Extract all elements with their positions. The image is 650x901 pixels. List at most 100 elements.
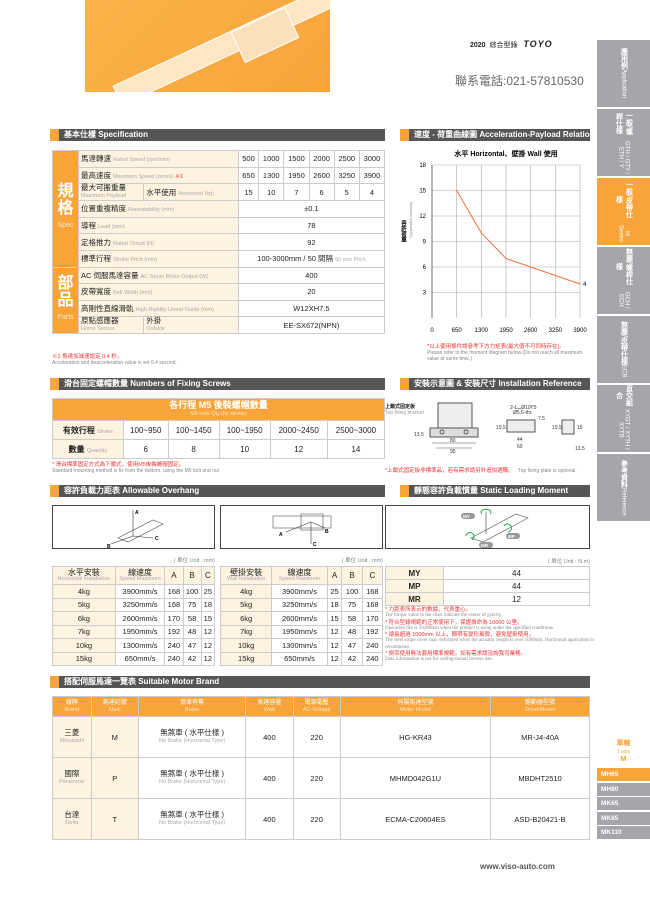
cell: 170 — [366, 613, 379, 623]
row-label: 馬達轉速 — [81, 154, 111, 164]
stroke-value: 100~950 — [130, 425, 162, 435]
bracket-label: 上鎖式固定板 Top fixing bracket — [385, 404, 424, 416]
data-point — [505, 257, 507, 260]
cell: 192 — [167, 627, 181, 637]
stroke-value: 100~1450 — [175, 425, 212, 435]
sub-label: 水平使用 — [146, 187, 177, 197]
sidebar-tab[interactable]: 一般/螺桿仕樣 GTH / GTY / ETH / Y — [597, 109, 650, 177]
chart-header: 速度 - 荷重曲線圖 Acceleration-Payload Relation… — [400, 129, 590, 141]
cell: 48 — [187, 627, 197, 637]
cell: 48 — [347, 627, 357, 637]
model-label: MK65 — [601, 800, 619, 808]
value: 100-3000mm / 50 間隔 — [257, 254, 334, 264]
cell: 100 — [185, 586, 199, 596]
value: 1300 — [262, 170, 280, 180]
sidebar-tab[interactable]: 無塵/皮帶仕樣 ECB — [597, 316, 650, 384]
row-label-en: High Rigidity Linear Guide (mm) — [135, 307, 214, 314]
y-tick-label: 15 — [419, 189, 426, 195]
moment-name: MP — [408, 581, 421, 591]
motor-model: MHMD042G1U — [389, 773, 442, 783]
col-header-en: Brand — [64, 706, 80, 713]
cell: 7kg — [77, 627, 90, 637]
cell: 12 — [330, 654, 339, 664]
row-label-en: Rated Thrust (N) — [113, 240, 154, 247]
brake: 無煞車 ( 水平仕樣 ) — [160, 769, 224, 778]
value: 78 — [307, 221, 316, 231]
model-tab[interactable]: MK110 — [597, 826, 650, 841]
value: 1950 — [288, 170, 305, 180]
dim: 60 — [517, 444, 523, 450]
col-header: 馬達容量 — [257, 699, 282, 706]
moment-value: 12 — [512, 594, 521, 604]
table-row: 5kg 3250mm/s 18 75 168 — [219, 597, 384, 612]
table-row: 國際 Panasonic P 無煞車 ( 水平仕樣 ) No Brake (Horizo… — [52, 757, 590, 799]
cell: 15kg — [75, 654, 93, 664]
table-row: 6kg 2600mm/s 170 58 15 — [52, 611, 216, 626]
cell: 12 — [203, 627, 212, 637]
value: 1000 — [262, 154, 280, 164]
col-header-en: DriverModel — [525, 706, 555, 713]
qty-value: 14 — [351, 444, 361, 454]
cell: 5kg — [77, 600, 90, 610]
bracket-en: Top fixing bracket — [385, 410, 424, 416]
y-tick-label: 18 — [419, 163, 426, 169]
row-label: 最大可搬重量 — [81, 183, 126, 193]
screws-table: 各行程 M5 後裝螺帽數量 M5 nuts Qty.(by stroke) 有效行… — [52, 398, 386, 459]
model-tab[interactable]: MH80 — [597, 782, 650, 797]
x-tick-label: 2600 — [524, 328, 538, 334]
brand: 台達 — [64, 810, 80, 819]
table-row: 10kg 1300mm/s 240 47 12 — [52, 638, 216, 653]
unit-label: ( 單位 Unit : mm) — [173, 558, 215, 564]
tab-en: GCH / ECH — [617, 291, 630, 309]
y-tick-label: 9 — [423, 240, 427, 246]
sidebar-tab[interactable]: 直交組合 XYGT / XYTH / XYTB — [597, 385, 650, 453]
qty-label: 數量 — [68, 444, 85, 454]
y-axis-label: 容許荷重 — [400, 219, 408, 244]
value: ±0.1 — [304, 204, 319, 214]
value: 4 — [369, 187, 374, 197]
brake-en: No Brake (Horizontal Type) — [158, 779, 226, 785]
motor-header: 搭配伺服馬達一覽表 Suitable Motor Brand — [50, 676, 590, 688]
chart-note-zh: *以上使用條件請參考下方力矩表(最大值不可同時存在)。 — [427, 344, 565, 350]
dim: Ø5.6-thr. — [513, 410, 532, 416]
cell: 12 — [330, 640, 339, 650]
row-label-en: Stroke Pitch (mm) — [113, 257, 158, 264]
y-axis-label-en: Maximum payload(KG) — [409, 202, 413, 238]
row-label-en: Home Sensor — [81, 326, 115, 333]
sidebar-tab[interactable]: 一般/皮帶仕樣 M Series — [597, 178, 650, 246]
model-tab[interactable]: MK85 — [597, 811, 650, 826]
model-label: MK110 — [601, 829, 622, 837]
cell: 240 — [366, 654, 379, 664]
model-tab[interactable]: MK65 — [597, 797, 650, 812]
cell: 192 — [366, 627, 379, 637]
sub-label-en: Horizontal (kg) — [178, 190, 215, 197]
chart-note-en: Please refer to the moment diagram below… — [427, 350, 583, 362]
col-header: 驅動器型號 — [525, 699, 556, 706]
col-label: B — [349, 571, 355, 580]
value: 500 — [242, 154, 255, 164]
sidebar-tab[interactable]: 無塵/螺桿仕樣 GCH / ECH — [597, 247, 650, 315]
cell: 650mm/s — [284, 654, 315, 664]
qty-value: 10 — [240, 444, 250, 454]
model-label: MH65 — [601, 771, 619, 778]
model-tab[interactable]: MH65 — [597, 768, 650, 782]
tab-en: Reference — [620, 487, 627, 516]
install-type-en: Wall Installation — [227, 575, 266, 582]
sidebar-tab[interactable]: 參考資料 Reference — [597, 454, 650, 522]
spec-header: 基本仕樣 Specification — [50, 129, 385, 141]
sidebar-tab[interactable]: 應用例 Application — [597, 40, 650, 108]
speed-label-en: Speed Maximum — [278, 575, 321, 582]
cell: 1300mm/s — [281, 640, 317, 650]
value: 2000 — [313, 154, 330, 164]
cell: 12 — [203, 654, 212, 664]
col-header: 伺服馬達型號 — [397, 699, 434, 706]
table-row: 15kg 650mm/s 12 42 240 — [219, 651, 384, 666]
driver-model: MBDHT2510 — [518, 773, 562, 783]
phone: 聯系電話:021-57810530 — [455, 74, 584, 88]
tab-en: GTH / GTY / ETH / Y — [617, 140, 630, 174]
cell: 3250mm/s — [122, 600, 158, 610]
cell: 650mm/s — [124, 654, 156, 664]
col-label: B — [189, 571, 195, 580]
brand-logo: TOYO — [523, 39, 553, 49]
col-label: C — [369, 571, 376, 580]
